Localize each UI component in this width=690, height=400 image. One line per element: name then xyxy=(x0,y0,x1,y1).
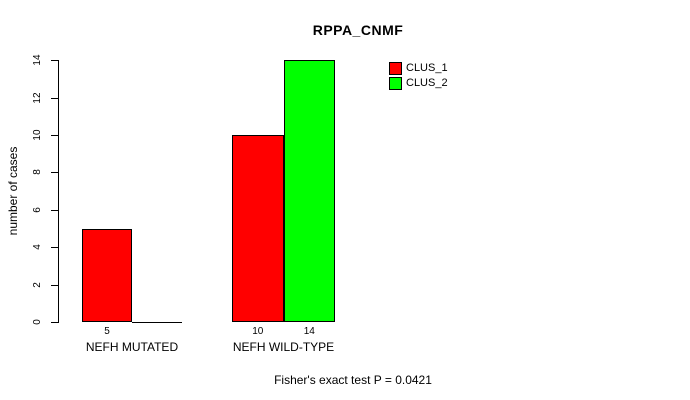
category-label: NEFH MUTATED xyxy=(85,340,179,354)
bar-clus_1-2 xyxy=(232,135,284,322)
annotation-text: Fisher's exact test P = 0.0421 xyxy=(274,373,432,387)
y-axis-title: number of cases xyxy=(6,146,20,236)
bar-clus_2-2 xyxy=(283,60,335,322)
y-axis-tick xyxy=(51,284,58,286)
y-axis-tick-label: 4 xyxy=(32,244,43,250)
category-label: NEFH WILD-TYPE xyxy=(232,340,335,354)
y-axis-tick-label: 2 xyxy=(32,281,43,288)
y-axis-tick-label: 6 xyxy=(32,207,43,213)
y-axis-tick xyxy=(51,172,58,174)
y-axis-tick xyxy=(51,135,58,136)
legend-swatch-clus_1 xyxy=(389,62,402,75)
y-axis-tick-label: 12 xyxy=(32,92,43,104)
legend-label: CLUS_2 xyxy=(406,77,448,89)
y-axis-tick xyxy=(51,322,58,323)
y-axis-tick xyxy=(51,97,58,99)
bar-value-label: 10 xyxy=(252,326,264,337)
y-axis-tick-label: 8 xyxy=(32,169,43,176)
y-axis-tick-label: 14 xyxy=(32,54,43,66)
y-axis-tick xyxy=(51,60,58,62)
y-axis-tick-label: 10 xyxy=(32,129,43,141)
zero-height-bar-line xyxy=(132,322,182,323)
legend-swatch-clus_2 xyxy=(389,77,402,90)
legend-label: CLUS_1 xyxy=(406,62,448,74)
y-axis-tick-label: 0 xyxy=(32,319,43,325)
y-axis-tick xyxy=(51,247,58,249)
y-axis-line xyxy=(58,60,59,323)
bar-value-label: 5 xyxy=(104,326,110,337)
y-axis-tick xyxy=(51,209,58,211)
bar-value-label: 14 xyxy=(303,326,315,337)
bar-clus_1-1 xyxy=(82,228,132,322)
chart-title: RPPA_CNMF xyxy=(312,22,404,38)
